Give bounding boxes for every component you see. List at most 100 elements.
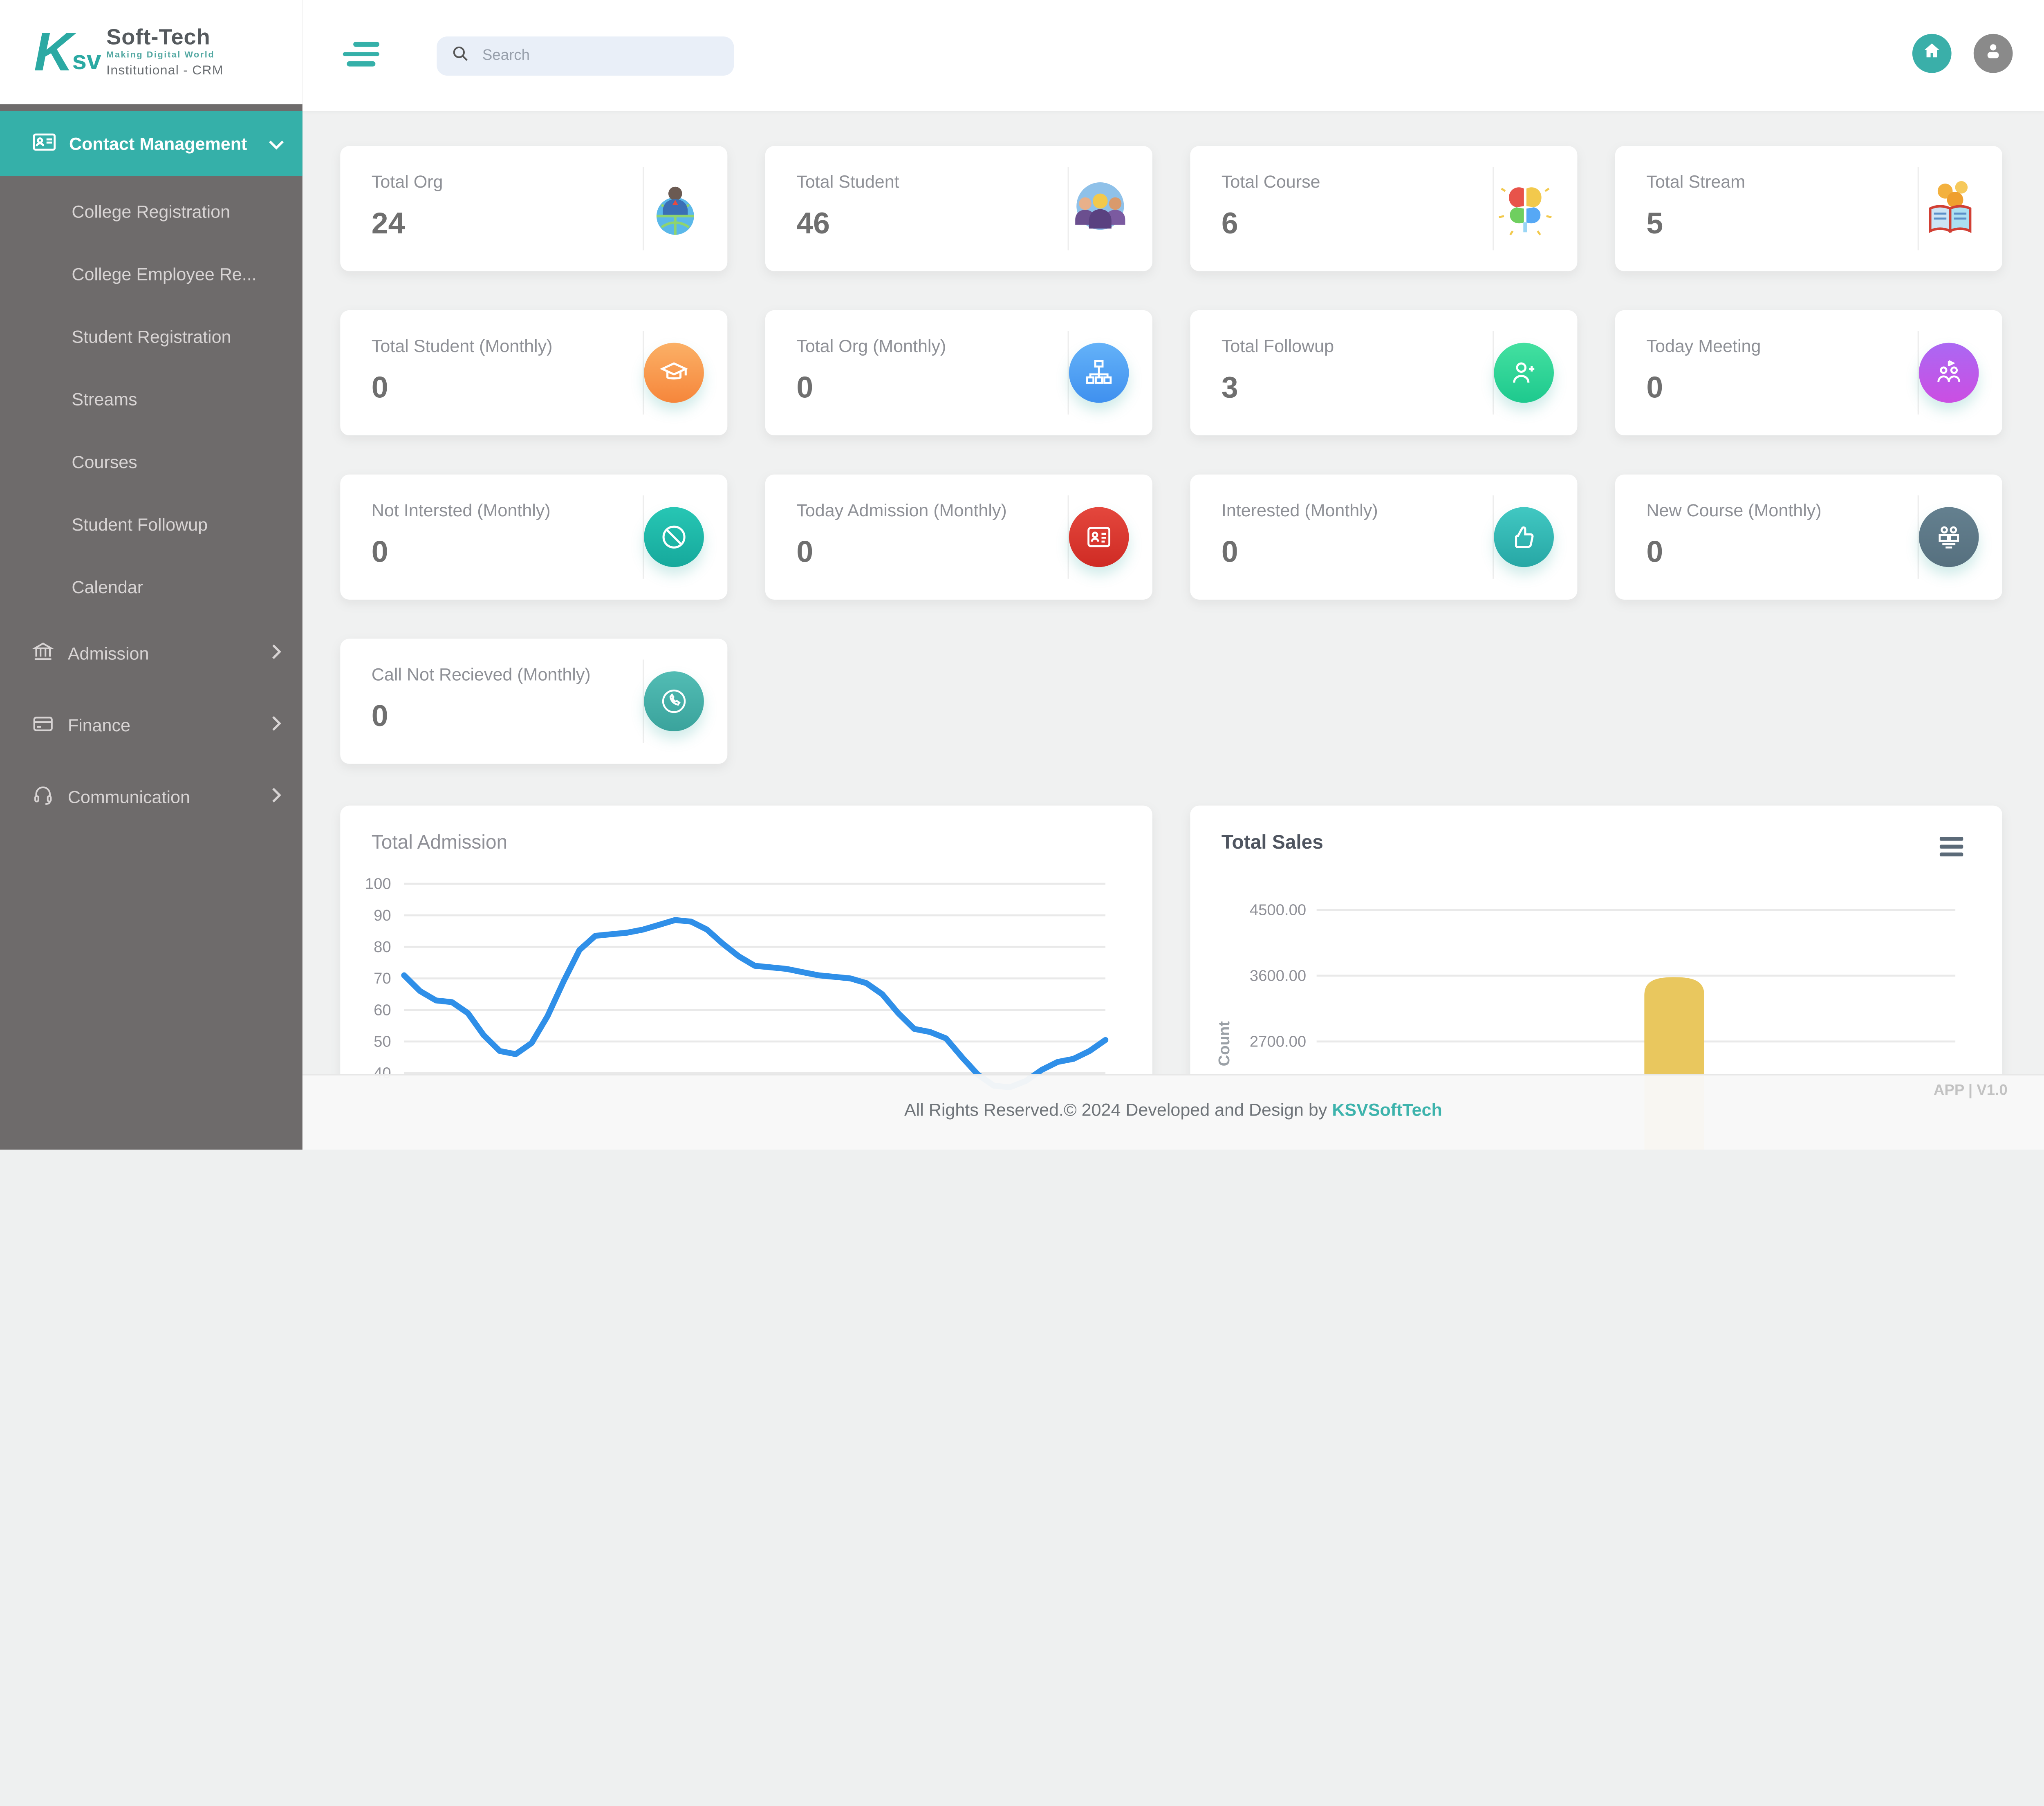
sidebar-item-streams[interactable]: Streams [0,367,303,430]
stat-card-label: Not Intersted (Monthly) [371,500,551,520]
stat-card-today-admission-monthly: Today Admission (Monthly) 0 [765,474,1152,600]
logo-sv-mark: sv [72,46,101,75]
credit-card-icon [31,712,55,739]
divider [1067,331,1069,415]
sidebar-item-finance[interactable]: Finance [0,690,303,761]
stat-card-label: Total Student (Monthly) [371,336,553,356]
sidebar-item-student-followup[interactable]: Student Followup [0,493,303,555]
svg-text:70: 70 [374,970,391,987]
stat-card-total-student-monthly: Total Student (Monthly) 0 [340,310,728,436]
divider [1067,167,1069,251]
sidebar-item-calendar[interactable]: Calendar [0,555,303,618]
stat-card-label: Total Course [1221,172,1320,192]
chevron-right-icon [271,716,282,735]
svg-text:3600.00: 3600.00 [1250,967,1306,985]
divider [643,495,644,579]
stat-card-total-org-monthly: Total Org (Monthly) 0 [765,310,1152,436]
stat-card-label: Total Org (Monthly) [796,336,946,356]
stat-card-value: 0 [796,534,814,569]
topbar [302,0,2044,111]
sidebar-item-courses[interactable]: Courses [0,430,303,493]
id-card-icon[interactable] [1069,507,1129,567]
chart-title: Total Sales [1221,831,1323,854]
sidebar-item-student-registration[interactable]: Student Registration [0,305,303,367]
stat-card-value: 0 [796,370,814,404]
stat-card-total-org: Total Org 24 [340,146,728,271]
svg-text:Count: Count [1215,1021,1233,1067]
divider [643,659,644,743]
colorful-brain-icon [1494,177,1556,240]
brand-name: Soft-Tech [106,24,211,49]
stat-card-new-course-monthly: New Course (Monthly) 0 [1615,474,2002,600]
stat-card-label: Total Student [796,172,899,192]
svg-text:60: 60 [374,1001,391,1019]
search-input[interactable] [480,47,707,65]
copyright-prefix: All Rights Reserved.© 2024 Developed and… [904,1100,1332,1120]
divider [1067,495,1069,579]
stat-card-value: 0 [1221,534,1238,569]
stat-card-call-not-recieved-monthly: Call Not Recieved (Monthly) 0 [340,639,728,764]
divider [1493,495,1494,579]
stat-card-label: New Course (Monthly) [1646,500,1822,520]
sidebar-item-label: Courses [72,451,137,471]
sidebar-item-communication[interactable]: Communication [0,761,303,833]
sidebar-item-label: Calendar [72,577,143,596]
sitemap-icon[interactable] [1069,343,1129,403]
svg-text:90: 90 [374,907,391,924]
home-button[interactable] [1912,34,1952,73]
menu-toggle-icon[interactable] [343,42,382,70]
contact-card-icon [31,128,58,158]
logo-k-mark: K [34,21,74,82]
sidebar-item-admission[interactable]: Admission [0,618,303,689]
stat-card-label: Today Meeting [1646,336,1761,356]
sidebar-item-contact-management[interactable]: Contact Management [0,111,303,176]
students-group-icon [1069,177,1132,240]
stat-card-value: 0 [371,534,388,569]
user-icon [1983,40,2004,67]
app-version: APP | V1.0 [1933,1083,2008,1099]
course-stack-icon[interactable] [1918,507,1979,567]
sidebar-item-college-employee-registration[interactable]: College Employee Re... [0,242,303,305]
stat-card-value: 24 [371,206,405,240]
sidebar-item-label: Student Followup [72,514,208,534]
footer-brand-link[interactable]: KSVSoftTech [1332,1100,1442,1120]
phone-circle-icon[interactable] [644,671,704,731]
sidebar-item-label: Streams [72,389,137,409]
sidebar-item-college-registration[interactable]: College Registration [0,180,303,242]
profile-button[interactable] [1973,34,2013,73]
stat-card-label: Call Not Recieved (Monthly) [371,665,591,685]
stat-card-total-course: Total Course 6 [1190,146,1578,271]
stat-card-value: 5 [1646,206,1663,240]
stat-card-value: 0 [1646,534,1663,569]
stat-card-total-stream: Total Stream 5 [1615,146,2002,271]
ban-icon[interactable] [644,507,704,567]
graduation-cap-icon[interactable] [644,343,704,403]
sidebar-item-label: Communication [67,787,190,807]
sidebar-item-label: Student Registration [72,326,231,346]
brand-product: Institutional - CRM [106,63,224,78]
brand-logo[interactable]: K sv Soft-Tech Making Digital World Inst… [0,0,303,105]
svg-text:50: 50 [374,1033,391,1051]
meeting-people-icon[interactable] [1918,343,1979,403]
sidebar-item-label: Contact Management [69,133,247,153]
businessman-globe-icon [644,177,706,240]
chart-menu-icon[interactable] [1939,837,1963,860]
stat-card-label: Total Org [371,172,443,192]
thumbs-up-icon[interactable] [1494,507,1554,567]
chevron-down-icon [269,134,284,153]
user-plus-icon[interactable] [1494,343,1554,403]
svg-text:2700.00: 2700.00 [1250,1033,1306,1051]
svg-text:4500.00: 4500.00 [1250,901,1306,919]
brand-tagline: Making Digital World [106,50,215,60]
stat-card-value: 46 [796,206,830,240]
app-window: K sv Soft-Tech Making Digital World Inst… [0,0,2044,1150]
bank-icon [31,640,55,668]
copyright-text: All Rights Reserved.© 2024 Developed and… [303,1076,2044,1120]
divider [1493,167,1494,251]
stat-card-label: Total Stream [1646,172,1746,192]
sidebar-submenu: College Registration College Employee Re… [0,176,303,618]
chevron-right-icon [271,644,282,663]
svg-text:100: 100 [365,875,391,893]
divider [643,167,644,251]
